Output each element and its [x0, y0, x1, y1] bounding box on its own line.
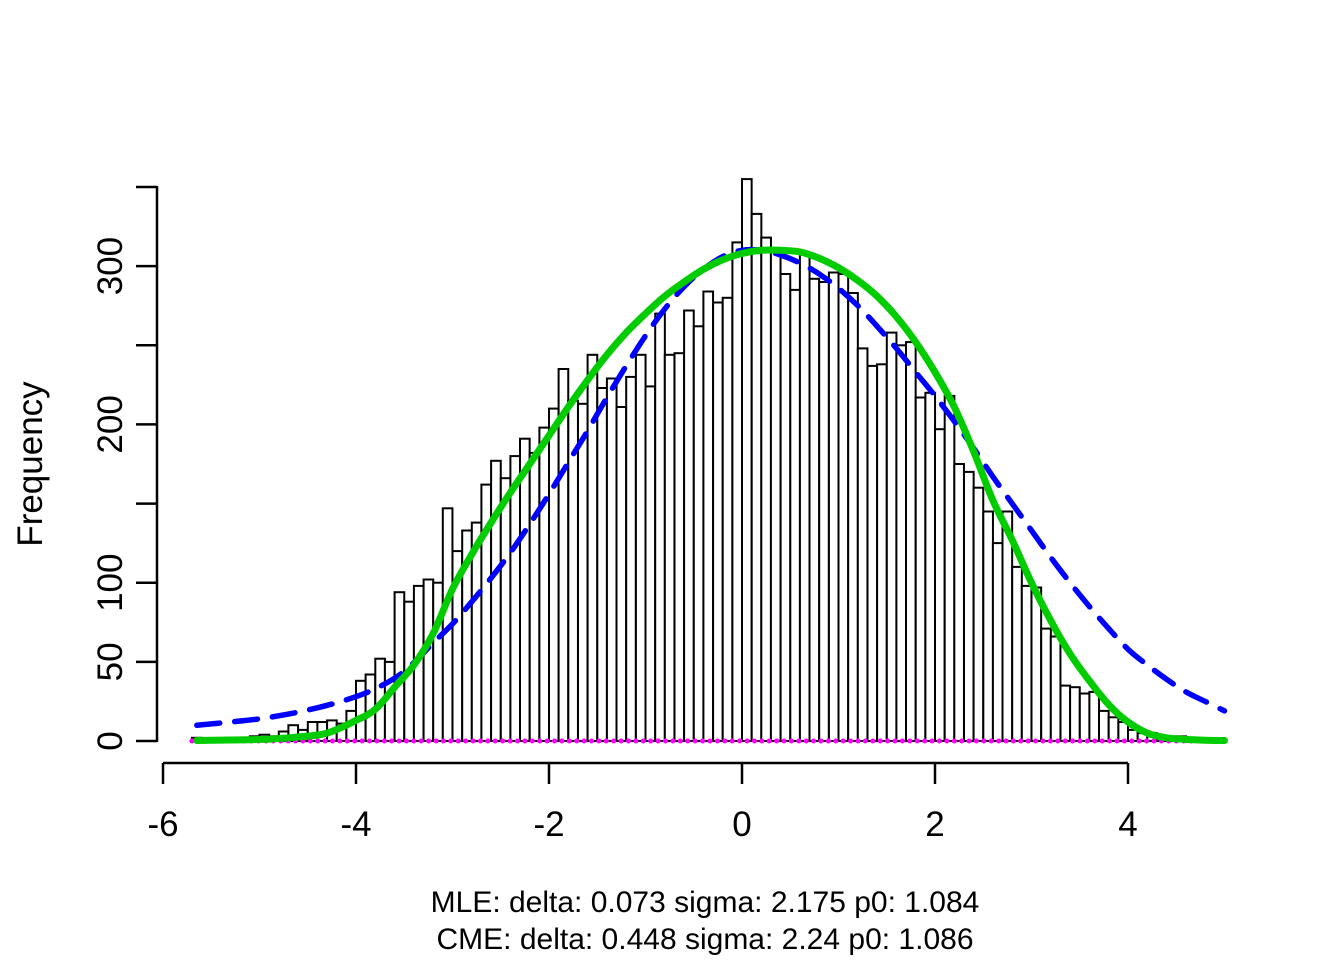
histogram-bar [934, 428, 946, 742]
histogram-bar [692, 325, 705, 742]
histogram-bar [712, 301, 724, 742]
histogram-bar [548, 407, 560, 742]
histogram-bar [490, 459, 502, 742]
histogram-bar [779, 273, 792, 742]
histogram-bar [1040, 627, 1052, 742]
histogram-bar [866, 364, 879, 742]
histogram-bar [615, 406, 628, 742]
histogram-bar [769, 249, 782, 743]
histogram-bar [982, 510, 994, 742]
histogram-bar [634, 353, 647, 742]
histogram-bar [827, 271, 840, 742]
histogram-bar [856, 347, 869, 742]
histogram-bar [924, 391, 937, 742]
histogram-bar [798, 252, 811, 742]
histogram-bar [596, 387, 608, 742]
x-tick-label: -2 [533, 805, 564, 844]
histogram-bar [519, 437, 531, 742]
histogram-bar [972, 486, 985, 743]
chart-generated-content: -6 -4 -2 0 2 4 0 50 100 200 300 [91, 178, 1228, 844]
histogram-bar [943, 394, 956, 742]
histogram-bar [837, 273, 850, 742]
histogram-bar [963, 470, 975, 742]
histogram-bar [663, 353, 676, 742]
histogram-bar [1011, 565, 1023, 743]
y-tick-label: 200 [91, 395, 130, 453]
histogram-bar [914, 396, 927, 742]
histogram-bar [499, 477, 512, 742]
y-tick-label: 50 [91, 642, 130, 681]
histogram-bar [731, 241, 744, 742]
histogram-bar [673, 352, 686, 742]
histogram-bar [538, 426, 551, 742]
histogram-bar [789, 288, 801, 742]
histogram-bar [1098, 709, 1110, 743]
y-tick-label: 0 [91, 731, 130, 750]
histogram-bar [1049, 635, 1062, 742]
histogram-bar [355, 679, 367, 742]
histogram-bar [1107, 716, 1120, 742]
histogram-bar [905, 341, 917, 742]
x-tick-label: -6 [147, 805, 178, 844]
histogram-bar [818, 281, 830, 742]
histogram-bar [605, 377, 618, 742]
histogram-bar [528, 451, 541, 742]
histogram-bar [876, 363, 888, 742]
x-tick-label: 0 [732, 805, 751, 844]
histogram-bar [422, 578, 435, 742]
x-tick-label: 2 [925, 805, 944, 844]
histogram-bar [1078, 692, 1091, 742]
histogram-bar [702, 290, 715, 742]
histogram-bar [1069, 686, 1081, 743]
histogram-bar [760, 236, 772, 742]
histogram-bar [1030, 586, 1043, 742]
x-tick-label: -4 [340, 805, 371, 844]
histogram-bar [885, 331, 898, 742]
histogram-bar [654, 312, 666, 742]
histogram-bar [895, 344, 908, 742]
y-axis-title: Frequency [11, 381, 50, 547]
histogram-bar [625, 375, 637, 742]
histogram-bar [644, 385, 657, 742]
histogram-bar [1059, 684, 1072, 742]
histogram-bar [1001, 510, 1014, 742]
y-tick-label: 100 [91, 553, 130, 611]
histogram-bar [577, 402, 589, 742]
histogram-bar [1088, 690, 1101, 743]
histogram-bar [847, 292, 859, 742]
histogram-bar [683, 309, 695, 742]
y-tick-label: 300 [91, 237, 130, 295]
subtitle-line-mle: MLE: delta: 0.073 sigma: 2.175 p0: 1.084 [431, 886, 980, 919]
histogram-bar [750, 212, 763, 742]
histogram-bar [1020, 584, 1033, 743]
histogram-bar [991, 542, 1004, 742]
subtitle-line-cme: CME: delta: 0.448 sigma: 2.24 p0: 1.086 [437, 923, 974, 956]
histogram-bar [721, 296, 734, 742]
histogram-bar [393, 591, 406, 743]
histogram-bar [509, 455, 522, 742]
mle-fit-curve [193, 246, 1228, 744]
histogram-bar [741, 178, 753, 743]
x-tick-label: 4 [1118, 805, 1137, 844]
histogram-bar [953, 463, 965, 742]
histogram-bar [808, 277, 821, 742]
